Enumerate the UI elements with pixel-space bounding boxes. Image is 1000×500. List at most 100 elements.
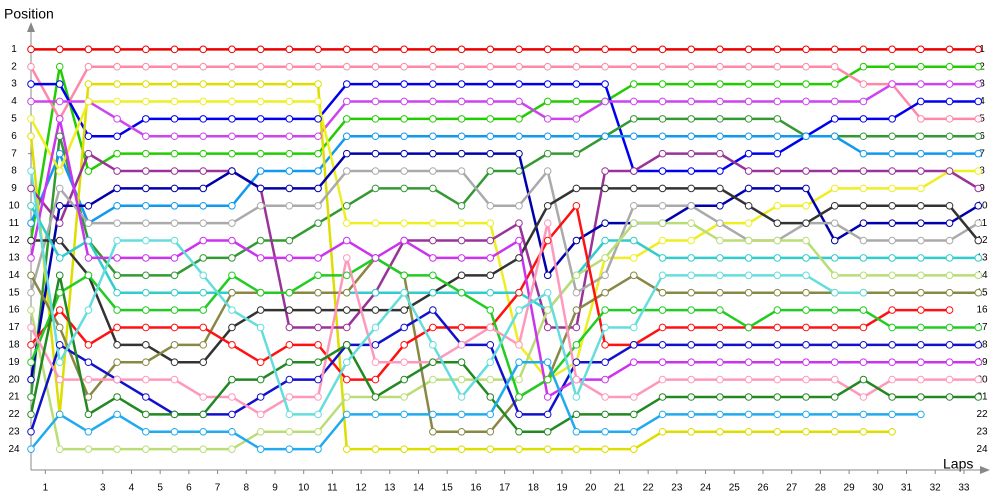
position-point bbox=[429, 149, 437, 158]
position-point bbox=[572, 115, 581, 123]
position-point bbox=[601, 184, 609, 193]
position-point bbox=[744, 45, 753, 54]
position-point bbox=[486, 201, 495, 210]
position-point bbox=[84, 358, 93, 367]
position-point bbox=[773, 115, 782, 123]
position-point bbox=[917, 341, 925, 349]
position-point bbox=[314, 375, 322, 384]
position-line bbox=[29, 65, 979, 241]
position-point bbox=[256, 427, 265, 436]
position-point bbox=[285, 45, 294, 54]
position-point bbox=[84, 97, 93, 106]
position-point bbox=[630, 323, 638, 332]
position-point bbox=[830, 393, 839, 401]
position-point bbox=[228, 288, 236, 297]
position-point bbox=[716, 288, 724, 297]
position-point bbox=[917, 45, 925, 54]
position-point bbox=[601, 271, 609, 280]
position-point bbox=[400, 271, 408, 280]
position-point bbox=[773, 97, 782, 106]
position-point bbox=[830, 184, 839, 193]
position-line bbox=[30, 360, 921, 451]
position-point bbox=[543, 62, 552, 71]
position-point bbox=[658, 201, 667, 210]
position-point bbox=[658, 375, 667, 384]
position-point bbox=[400, 149, 408, 158]
x-tick-label: 24 bbox=[700, 483, 712, 494]
position-point bbox=[945, 132, 954, 141]
y-tick-label: 19 bbox=[8, 357, 20, 368]
y-tick-label-right: 13 bbox=[976, 253, 988, 264]
position-point bbox=[802, 393, 810, 401]
position-point bbox=[601, 375, 609, 384]
position-point bbox=[27, 288, 35, 297]
position-point bbox=[830, 410, 839, 419]
x-tick-label: 16 bbox=[470, 483, 482, 494]
position-point bbox=[601, 167, 609, 175]
position-point bbox=[888, 271, 896, 280]
position-point bbox=[917, 167, 925, 175]
position-point bbox=[142, 115, 150, 123]
position-point bbox=[199, 219, 208, 227]
position-point bbox=[27, 236, 35, 245]
position-point bbox=[802, 410, 810, 419]
position-point bbox=[974, 236, 983, 245]
position-point bbox=[687, 80, 696, 88]
position-point bbox=[658, 62, 667, 71]
position-point bbox=[687, 393, 696, 401]
position-point bbox=[486, 323, 495, 332]
position-point bbox=[945, 97, 954, 106]
position-point bbox=[84, 45, 93, 54]
position-point bbox=[859, 201, 868, 210]
position-point bbox=[515, 62, 523, 71]
position-line bbox=[29, 170, 864, 416]
position-point bbox=[457, 341, 466, 349]
position-point bbox=[170, 358, 179, 367]
position-point bbox=[27, 80, 35, 88]
position-point bbox=[802, 45, 810, 54]
position-point bbox=[199, 97, 208, 106]
position-point bbox=[543, 323, 552, 332]
position-point bbox=[572, 306, 581, 314]
position-point bbox=[974, 219, 983, 227]
position-line bbox=[29, 65, 979, 122]
position-point bbox=[974, 341, 983, 349]
position-point bbox=[55, 149, 64, 158]
position-point bbox=[256, 323, 265, 332]
position-point bbox=[142, 445, 150, 453]
position-point bbox=[142, 149, 150, 158]
position-point bbox=[256, 306, 265, 314]
position-point bbox=[630, 427, 638, 436]
position-point bbox=[314, 288, 322, 297]
position-point bbox=[687, 271, 696, 280]
position-point bbox=[113, 323, 121, 332]
position-point bbox=[601, 393, 609, 401]
position-point bbox=[830, 80, 839, 88]
position-point bbox=[342, 167, 351, 175]
position-point bbox=[543, 201, 552, 210]
position-point bbox=[429, 219, 437, 227]
position-point bbox=[199, 201, 208, 210]
x-tick-label: 23 bbox=[671, 483, 683, 494]
position-point bbox=[113, 45, 121, 54]
position-point bbox=[658, 306, 667, 314]
y-tick-label-right: 6 bbox=[979, 131, 985, 142]
position-point bbox=[744, 62, 753, 71]
position-point bbox=[170, 62, 179, 71]
position-point bbox=[285, 80, 294, 88]
position-point bbox=[429, 375, 437, 384]
position-point bbox=[716, 323, 724, 332]
position-point bbox=[400, 323, 408, 332]
position-point bbox=[55, 306, 64, 314]
position-point bbox=[27, 445, 35, 453]
position-point bbox=[744, 271, 753, 280]
position-point bbox=[285, 132, 294, 141]
y-tick-label: 15 bbox=[8, 287, 20, 298]
position-point bbox=[716, 427, 724, 436]
position-point bbox=[716, 236, 724, 245]
position-point bbox=[314, 115, 322, 123]
y-tick-label-right: 24 bbox=[976, 444, 988, 455]
position-point bbox=[285, 115, 294, 123]
position-point bbox=[400, 132, 408, 141]
position-point bbox=[228, 45, 236, 54]
